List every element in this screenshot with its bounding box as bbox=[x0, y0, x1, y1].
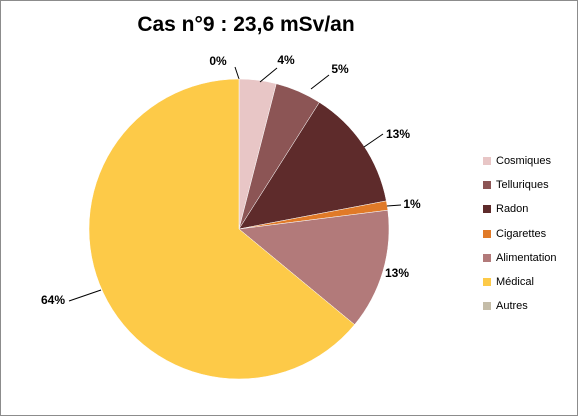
leader-line-cosmiques bbox=[234, 66, 240, 80]
legend-label-cigarettes: Cigarettes bbox=[496, 227, 547, 240]
data-label-autres: 64% bbox=[41, 293, 65, 307]
legend-swatch-alimentation bbox=[483, 253, 491, 262]
leader-line-alimentation bbox=[386, 204, 402, 207]
leader-line-telluriques bbox=[259, 67, 278, 83]
data-label-m-dical: 13% bbox=[385, 266, 409, 280]
legend-swatch-cigarettes bbox=[483, 229, 491, 238]
leader-line-radon bbox=[310, 74, 330, 90]
legend-item-radon: Radon bbox=[483, 197, 557, 221]
leader-line-autres bbox=[68, 289, 102, 302]
chart-title: Cas n°9 : 23,6 mSv/an bbox=[137, 13, 355, 36]
legend-item-m-dical: Médical bbox=[483, 270, 557, 294]
legend-item-cigarettes: Cigarettes bbox=[483, 222, 557, 246]
pie-slice-radon bbox=[238, 102, 387, 230]
data-label-radon: 5% bbox=[331, 62, 349, 76]
data-label-alimentation: 1% bbox=[403, 197, 421, 211]
legend-swatch-m-dical bbox=[483, 278, 491, 287]
pie-slice-alimentation bbox=[238, 209, 390, 325]
legend-label-m-dical: Médical bbox=[496, 276, 534, 289]
legend-swatch-autres bbox=[483, 302, 491, 311]
legend-swatch-telluriques bbox=[483, 181, 491, 190]
pie-slice-m-dical bbox=[88, 78, 355, 380]
legend-item-autres: Autres bbox=[483, 294, 557, 318]
data-label-telluriques: 4% bbox=[277, 53, 295, 67]
legend-swatch-cosmiques bbox=[483, 157, 491, 166]
legend-label-autres: Autres bbox=[496, 300, 528, 313]
legend-item-alimentation: Alimentation bbox=[483, 246, 557, 270]
leader-line-cigarettes bbox=[363, 133, 384, 148]
legend-label-alimentation: Alimentation bbox=[496, 251, 557, 264]
legend-item-cosmiques: Cosmiques bbox=[483, 149, 557, 173]
data-label-cosmiques: 0% bbox=[209, 54, 227, 68]
legend-label-telluriques: Telluriques bbox=[496, 179, 549, 192]
legend-label-cosmiques: Cosmiques bbox=[496, 155, 552, 168]
chart-legend: Cosmiques Telluriques Radon Cigarettes Alime… bbox=[483, 149, 557, 318]
data-label-cigarettes: 13% bbox=[386, 127, 410, 141]
legend-label-radon: Radon bbox=[496, 203, 529, 216]
legend-swatch-radon bbox=[483, 205, 491, 214]
legend-item-telluriques: Telluriques bbox=[483, 173, 557, 197]
